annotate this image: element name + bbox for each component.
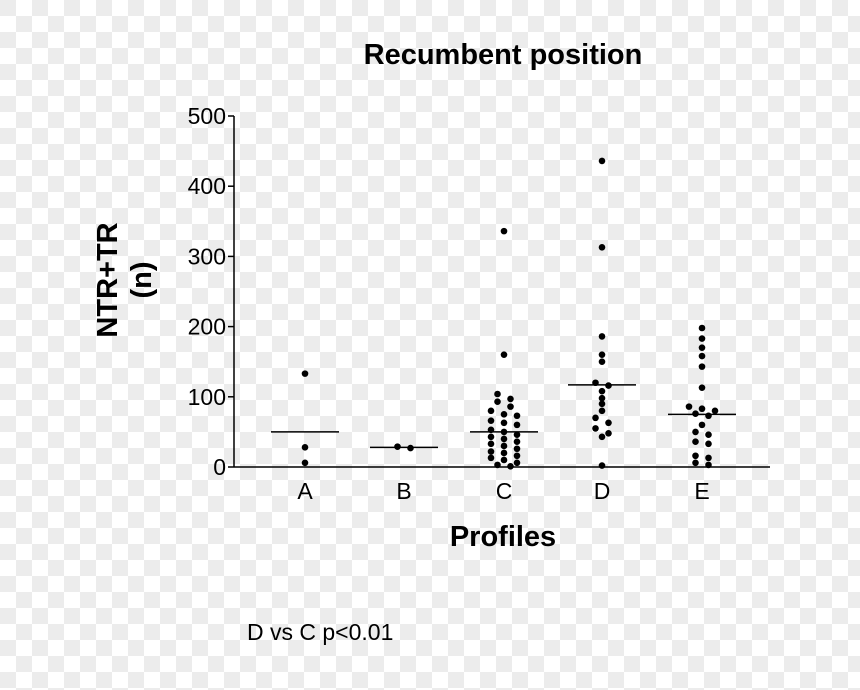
data-point [500, 456, 508, 464]
data-point [301, 459, 309, 467]
data-point [494, 390, 501, 398]
data-point [494, 461, 501, 469]
data-point [513, 445, 521, 453]
data-point [598, 157, 606, 165]
data-point [698, 405, 706, 413]
data-point [500, 419, 508, 427]
significance-note: D vs C p<0.01 [247, 619, 394, 645]
data-point [605, 382, 612, 389]
x-tick-label: D [594, 478, 611, 504]
data-point [513, 421, 521, 429]
data-point [513, 412, 521, 420]
plot-area: 0 100 200 300 400 500 A B C D E [188, 103, 770, 504]
data-point [494, 398, 501, 406]
y-axis-title-line-1: NTR+TR [92, 222, 124, 337]
data-point [513, 438, 521, 446]
data-point [301, 444, 309, 451]
data-point [500, 227, 508, 235]
y-axis-title-line-2: (n) [126, 261, 158, 298]
data-point [698, 324, 706, 332]
y-tick-label: 0 [213, 454, 226, 480]
data-point [692, 410, 699, 417]
data-point [705, 431, 712, 439]
data-point [487, 433, 495, 441]
data-point [598, 400, 606, 408]
data-point [685, 403, 693, 410]
data-point [698, 384, 706, 391]
data-point [705, 440, 712, 448]
data-point [592, 379, 599, 387]
data-point [698, 352, 706, 360]
data-point [500, 411, 508, 418]
x-tick-label: E [694, 478, 709, 504]
y-tick-label: 500 [188, 103, 226, 129]
data-point [487, 417, 495, 424]
data-point [500, 435, 508, 443]
data-point [500, 351, 508, 358]
data-point [598, 333, 606, 340]
data-point [394, 443, 401, 450]
data-point [692, 438, 699, 446]
data-point [605, 430, 612, 437]
data-point [507, 403, 514, 410]
data-point [500, 449, 508, 457]
chart-title: Recumbent position [364, 39, 643, 71]
data-point [487, 454, 495, 462]
data-point [407, 444, 414, 452]
data-point [598, 407, 606, 415]
data-point [692, 452, 699, 460]
data-point [592, 414, 599, 422]
data-point [301, 370, 309, 377]
x-tick-label: C [496, 478, 513, 504]
data-point [598, 433, 606, 441]
data-point [698, 363, 706, 370]
x-axis-title: Profiles [450, 521, 556, 553]
x-tick-label: B [396, 478, 411, 504]
data-point [500, 428, 508, 436]
data-point [507, 395, 514, 403]
data-point [705, 454, 712, 462]
data-point [705, 412, 712, 420]
y-tick-label: 300 [188, 243, 226, 269]
data-point [500, 442, 508, 450]
data-point [698, 421, 706, 429]
data-point [692, 459, 699, 467]
y-tick-label: 200 [188, 314, 226, 340]
data-point [513, 452, 521, 460]
data-point [698, 335, 706, 342]
data-point [507, 462, 514, 470]
data-point [598, 462, 606, 469]
data-point [598, 394, 606, 402]
y-tick-label: 100 [188, 384, 226, 410]
data-point [598, 243, 606, 251]
data-point [513, 431, 521, 439]
data-point [487, 440, 495, 448]
data-point [692, 428, 699, 436]
data-point [487, 407, 495, 415]
data-point [705, 461, 712, 469]
data-point [698, 344, 706, 351]
data-point [487, 448, 495, 455]
data-point [598, 358, 606, 366]
data-point [592, 425, 599, 432]
data-point [605, 419, 612, 427]
data-point [711, 407, 719, 415]
x-tick-label: A [297, 478, 313, 504]
data-point [513, 459, 521, 467]
y-axis-title: NTR+TR (n) [92, 222, 158, 337]
data-point [598, 387, 606, 395]
y-tick-label: 400 [188, 173, 226, 199]
data-point [598, 351, 606, 358]
data-point [487, 426, 495, 434]
